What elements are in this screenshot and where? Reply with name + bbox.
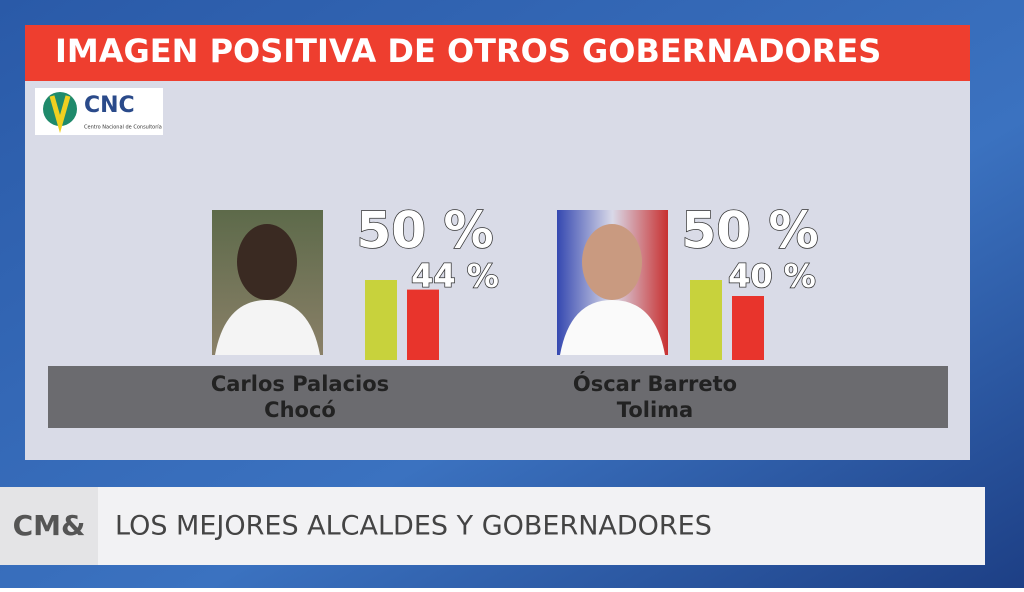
photo bbox=[237, 224, 297, 300]
bar bbox=[732, 296, 764, 360]
bar bbox=[407, 289, 439, 360]
photo bbox=[560, 300, 665, 355]
logo-caption: Centro Nacional de Consultoría bbox=[84, 124, 162, 131]
footer-brand: CM& bbox=[13, 509, 86, 542]
logo-icon bbox=[49, 95, 71, 134]
header-title: IMAGEN POSITIVA DE OTROS GOBERNADORES bbox=[55, 32, 881, 70]
photo bbox=[582, 224, 642, 300]
value-label: 40 % bbox=[728, 257, 816, 295]
value-label: 50 % bbox=[681, 202, 818, 260]
name-band bbox=[48, 366, 948, 428]
bar bbox=[690, 280, 722, 360]
value-label: 44 % bbox=[411, 257, 499, 295]
footer-brand-box bbox=[0, 487, 98, 565]
footer-text: LOS MEJORES ALCALDES Y GOBERNADORES bbox=[115, 511, 712, 542]
value-label: 50 % bbox=[356, 202, 493, 260]
logo-text: CNC bbox=[84, 93, 135, 118]
candidate-name: Carlos Palacios bbox=[211, 372, 389, 396]
bar bbox=[365, 280, 397, 360]
photo bbox=[215, 300, 320, 355]
header-bar bbox=[25, 25, 970, 81]
candidate-region: Tolima bbox=[617, 398, 693, 422]
candidate-region: Chocó bbox=[264, 398, 336, 422]
footer-bar bbox=[0, 487, 985, 565]
candidate-name: Óscar Barreto bbox=[573, 371, 737, 396]
